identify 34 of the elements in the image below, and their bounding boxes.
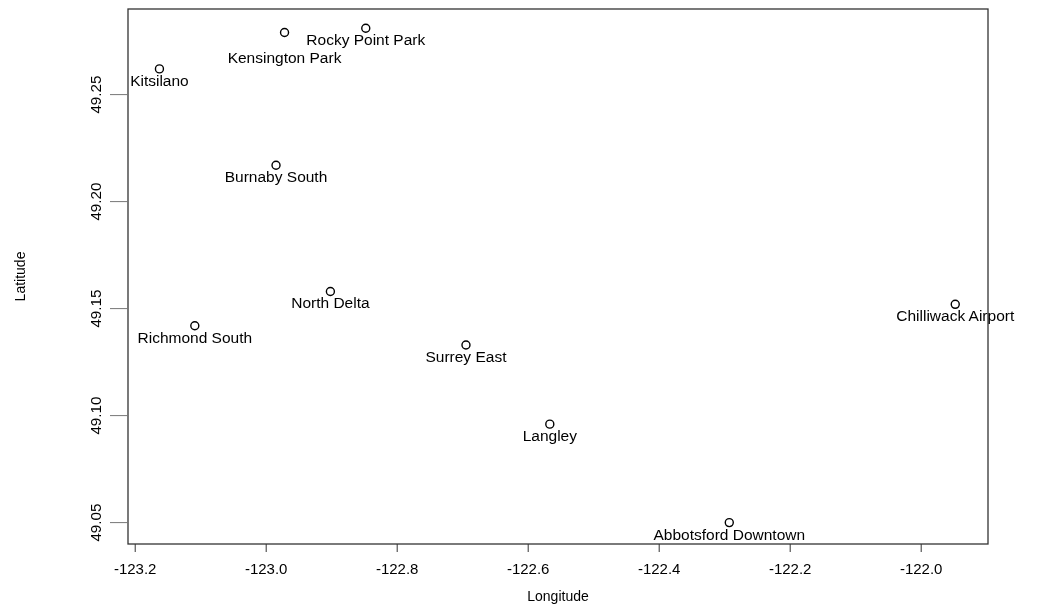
annotation: Burnaby South — [224, 168, 328, 186]
y-axis-title: Latitude — [12, 251, 28, 302]
annotation: Surrey East — [425, 347, 508, 365]
y-tick-label: 49.05 — [87, 503, 104, 542]
annotation: North Delta — [291, 294, 370, 312]
annotation: Chilliwack Airport — [896, 307, 1015, 325]
point — [279, 27, 290, 38]
y-tick-label: 49.25 — [87, 75, 104, 114]
point — [545, 419, 555, 429]
point — [325, 286, 336, 297]
point — [154, 64, 165, 74]
point — [361, 23, 371, 33]
point — [724, 517, 734, 528]
annotation: Langley — [522, 427, 578, 445]
y-tick-label: 49.15 — [87, 289, 104, 328]
annotation: Kensington Park — [227, 48, 342, 66]
y-tick-label: 49.10 — [87, 396, 104, 435]
x-tick-label: -123.2 — [113, 560, 157, 577]
x-tick-label: -122.6 — [506, 560, 550, 577]
annotation: Rocky Point Park — [306, 31, 426, 49]
x-axis-title: Longitude — [527, 588, 589, 604]
y-tick-label: 49.20 — [87, 182, 104, 221]
point — [271, 160, 281, 170]
annotation: Kitsilano — [130, 71, 189, 89]
x-tick-label: -122.8 — [375, 560, 419, 577]
point — [950, 299, 960, 310]
point — [190, 321, 200, 331]
x-tick-label: -122.0 — [899, 560, 943, 577]
x-tick-label: -122.4 — [637, 560, 681, 577]
x-tick-label: -122.2 — [768, 560, 812, 577]
x-tick-label: -123.0 — [244, 560, 288, 577]
annotation: Richmond South — [137, 328, 253, 346]
point — [461, 340, 471, 350]
annotation: Abbotsford Downtown — [653, 525, 806, 543]
